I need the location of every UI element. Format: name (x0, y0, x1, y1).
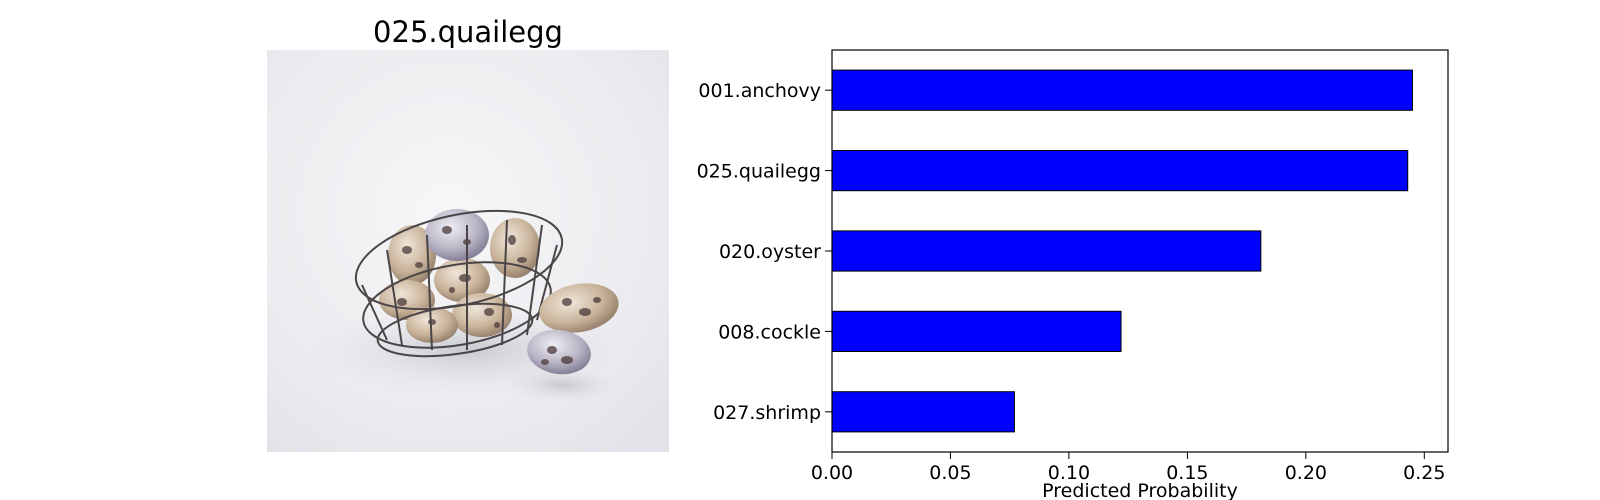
bar-020.oyster (831, 230, 1262, 272)
x-tick-label: 0.00 (811, 462, 853, 484)
bar-027.shrimp (831, 391, 1015, 433)
x-axis-label: Predicted Probability (1042, 480, 1238, 500)
x-tick-label: 0.25 (1403, 462, 1445, 484)
bar-001.anchovy (831, 69, 1413, 111)
bar-008.cockle (831, 310, 1122, 352)
y-axis: 001.anchovy 025.quailegg 020.oyster 008.coc… (697, 80, 832, 424)
x-tick-label: 0.15 (1166, 462, 1208, 484)
bars-layer (831, 69, 1413, 433)
x-tick-label: 0.10 (1048, 462, 1090, 484)
y-tick-label: 001.anchovy (698, 80, 821, 102)
x-tick-label: 0.20 (1285, 462, 1327, 484)
y-tick-label: 020.oyster (719, 241, 821, 263)
quail-egg-illustration (267, 50, 669, 452)
image-title: 025.quailegg (373, 15, 563, 49)
y-tick-label: 008.cockle (718, 321, 821, 343)
bar-025.quailegg (831, 150, 1409, 192)
x-tick-label: 0.05 (929, 462, 971, 484)
y-tick-label: 027.shrimp (713, 402, 821, 424)
x-axis: 0.00 0.05 0.10 0.15 0.20 0.25 (811, 452, 1445, 484)
y-tick-label: 025.quailegg (697, 161, 821, 183)
quail-egg-photo (267, 50, 669, 452)
